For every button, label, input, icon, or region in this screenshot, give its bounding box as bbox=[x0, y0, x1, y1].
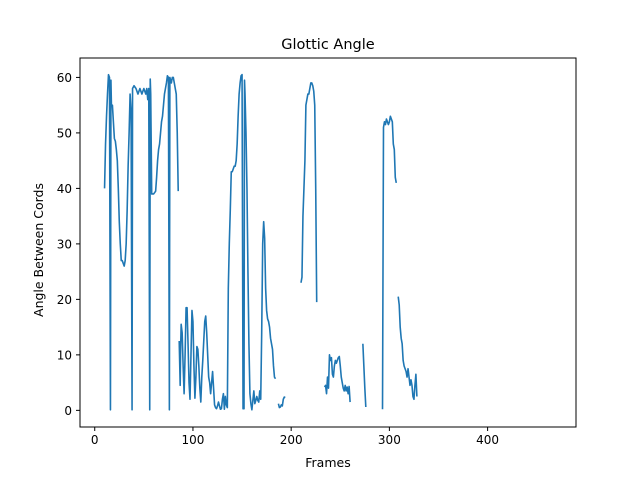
plot-frame bbox=[79, 57, 577, 428]
series-line-segment-2 bbox=[277, 396, 286, 409]
x-axis-label: Frames bbox=[305, 455, 350, 470]
y-tick-label: 60 bbox=[57, 71, 72, 85]
chart-title: Glottic Angle bbox=[281, 37, 374, 53]
series-line-segment-7 bbox=[397, 296, 418, 401]
x-tick-label: 100 bbox=[181, 433, 204, 447]
series-line-segment-0 bbox=[103, 73, 180, 411]
y-tick-label: 20 bbox=[57, 293, 72, 307]
y-tick-label: 0 bbox=[64, 404, 72, 418]
x-tick-label: 400 bbox=[476, 433, 499, 447]
series-line-segment-4 bbox=[323, 354, 351, 403]
y-tick-label: 50 bbox=[57, 126, 72, 140]
series-line-segment-3 bbox=[300, 82, 318, 303]
y-axis-label: Angle Between Cords bbox=[31, 183, 46, 317]
x-tick-label: 0 bbox=[91, 433, 99, 447]
y-tick-label: 40 bbox=[57, 182, 72, 196]
plot-area: 0 100 200 300 400 0 10 20 30 40 50 60 bbox=[57, 57, 577, 447]
x-tick-label: 300 bbox=[378, 433, 401, 447]
x-tick-label: 200 bbox=[280, 433, 303, 447]
y-tick-label: 30 bbox=[57, 237, 72, 251]
series-line-segment-6 bbox=[381, 115, 398, 410]
y-tick-label: 10 bbox=[57, 348, 72, 362]
series-line-segment-1 bbox=[178, 73, 277, 411]
series-line-segment-5 bbox=[362, 343, 367, 408]
